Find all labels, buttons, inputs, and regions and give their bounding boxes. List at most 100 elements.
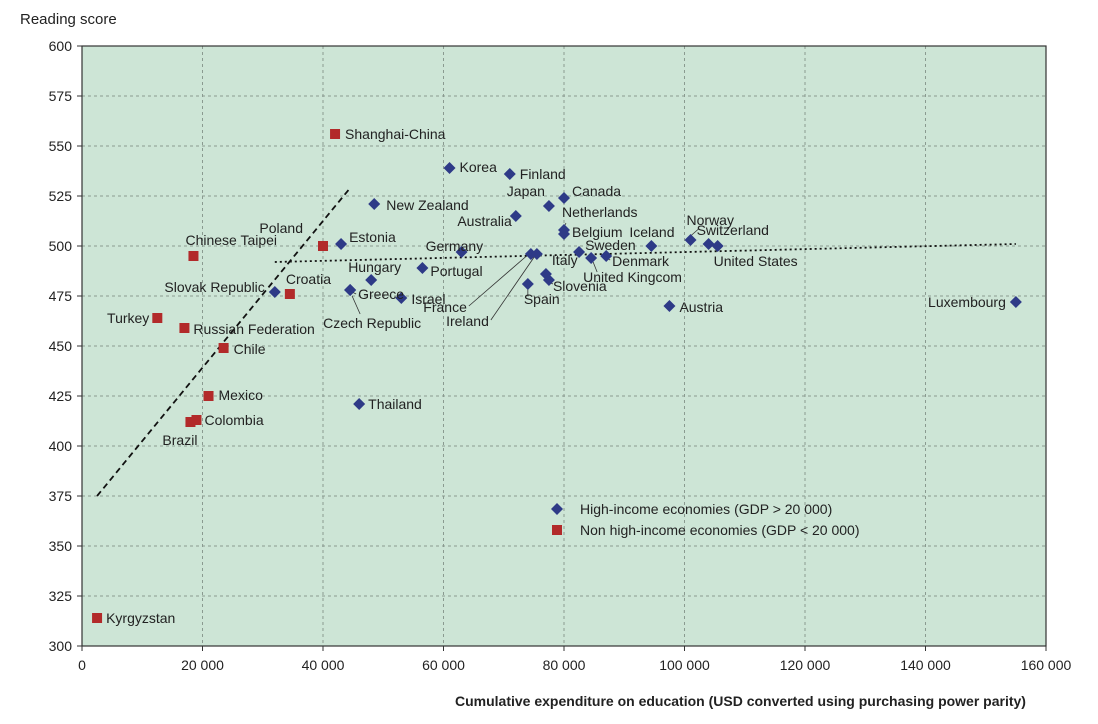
y-tick-label: 550 xyxy=(49,138,73,154)
trend-line-dashed xyxy=(96,187,351,497)
x-tick-label: 60 000 xyxy=(422,657,465,673)
x-tick-label: 100 000 xyxy=(659,657,710,673)
x-tick-label: 160 000 xyxy=(1021,657,1072,673)
label-finland: Finland xyxy=(520,166,566,182)
y-tick-label: 525 xyxy=(49,188,73,204)
legend-label: High-income economies (GDP > 20 000) xyxy=(580,501,832,517)
label-new-zealand: New Zealand xyxy=(386,197,469,213)
leader-line xyxy=(592,261,598,273)
x-tick-label: 140 000 xyxy=(900,657,951,673)
point-poland xyxy=(318,241,328,251)
label-france: France xyxy=(423,299,467,315)
point-united-kingcom xyxy=(585,252,598,264)
label-croatia: Croatia xyxy=(286,271,331,287)
point-united-states xyxy=(711,240,724,252)
label-estonia: Estonia xyxy=(349,229,396,245)
point-canada xyxy=(558,192,570,204)
legend-marker-diamond xyxy=(551,503,563,515)
legend: High-income economies (GDP > 20 000) Non … xyxy=(551,501,860,538)
point-thailand xyxy=(353,398,366,410)
y-axis-title: Reading score xyxy=(20,11,117,28)
point-ireland xyxy=(530,248,543,260)
label-colombia: Colombia xyxy=(204,412,263,428)
label-iceland: Iceland xyxy=(629,224,674,240)
point-brazil xyxy=(185,417,196,427)
x-tick-label: 40 000 xyxy=(302,657,345,673)
label-hungary: Hungary xyxy=(348,259,401,275)
label-russian-federation: Russian Federation xyxy=(193,321,314,337)
point-labels: Korea Finland Canada Japan New ZealandAustra… xyxy=(106,126,1006,626)
point-hungary xyxy=(365,274,378,286)
label-spain: Spain xyxy=(524,291,560,307)
label-mexico: Mexico xyxy=(219,387,264,403)
label-united-states: United States xyxy=(714,253,798,269)
label-korea: Korea xyxy=(460,159,498,175)
label-norway: Norway xyxy=(687,212,734,228)
y-tick-label: 600 xyxy=(49,38,73,54)
x-tick-label: 80 000 xyxy=(543,657,586,673)
trend-lines xyxy=(96,187,1016,497)
label-slovak-republic: Slovak Republic xyxy=(164,279,264,295)
point-france xyxy=(524,248,537,260)
y-tick-label: 375 xyxy=(49,488,73,504)
label-turkey: Turkey xyxy=(107,310,149,326)
label-greece: Greece xyxy=(358,286,404,302)
point-sweden xyxy=(573,246,586,258)
label-brazil: Brazil xyxy=(162,432,197,448)
label-chinese-taipei: Chinese Taipei xyxy=(185,232,277,248)
point-australia xyxy=(509,210,522,222)
label-czech-republic: Czech Republic xyxy=(323,315,421,331)
point-spain xyxy=(521,278,534,290)
point-norway xyxy=(684,234,697,246)
plot-frame xyxy=(81,45,1047,647)
label-united-kingcom: United Kingcom xyxy=(583,269,682,285)
label-portugal: Portugal xyxy=(430,263,482,279)
gridlines xyxy=(82,46,1046,646)
point-japan xyxy=(542,200,555,212)
point-colombia xyxy=(191,415,202,425)
trend-line-dotted xyxy=(274,243,1016,263)
point-chinese-taipei xyxy=(188,251,199,261)
label-denmark: Denmark xyxy=(612,253,670,269)
point-turkey xyxy=(152,313,163,323)
point-kyrgyzstan xyxy=(92,613,103,623)
point-new-zealand xyxy=(368,198,381,210)
point-russian-federation xyxy=(179,323,190,333)
point-germany xyxy=(455,246,468,258)
leader-line xyxy=(468,253,530,307)
point-austria xyxy=(663,300,676,312)
label-japan: Japan xyxy=(507,183,545,199)
label-kyrgyzstan: Kyrgyzstan xyxy=(106,610,175,626)
point-mexico xyxy=(203,391,214,401)
legend-marker-square xyxy=(552,525,562,535)
label-canada: Canada xyxy=(572,183,621,199)
x-axis-title: Cumulative expenditure on education (USD… xyxy=(455,693,1026,709)
y-tick-label: 300 xyxy=(49,638,73,654)
point-switzerland xyxy=(702,238,715,250)
point-denmark xyxy=(600,250,613,262)
legend-label: Non high-income economies (GDP < 20 000) xyxy=(580,522,860,538)
x-tick-label: 0 xyxy=(78,657,86,673)
label-belgium: Belgium xyxy=(572,224,623,240)
label-switzerland: Switzerland xyxy=(697,222,769,238)
point-israel xyxy=(395,292,408,304)
label-germany: Germany xyxy=(426,238,484,254)
point-slovak-republic xyxy=(268,286,281,298)
point-korea xyxy=(443,162,456,174)
y-tick-label: 425 xyxy=(49,388,73,404)
point-iceland xyxy=(645,240,658,252)
leader-line xyxy=(490,255,536,321)
point-slovenia xyxy=(542,274,555,286)
x-tick-label: 20 000 xyxy=(181,657,224,673)
axes: 300 325 350 375 400 425 450 475 500 525 550 575 600 0… xyxy=(49,38,1072,673)
label-netherlands: Netherlands xyxy=(562,204,638,220)
y-tick-label: 350 xyxy=(49,538,73,554)
leader-line xyxy=(351,295,361,315)
y-tick-label: 400 xyxy=(49,438,73,454)
label-italy: Italy xyxy=(552,252,578,268)
label-thailand: Thailand xyxy=(368,396,422,412)
label-poland: Poland xyxy=(259,220,303,236)
point-croatia xyxy=(284,289,295,299)
y-tick-label: 450 xyxy=(49,338,73,354)
label-israel: Israel xyxy=(411,291,445,307)
